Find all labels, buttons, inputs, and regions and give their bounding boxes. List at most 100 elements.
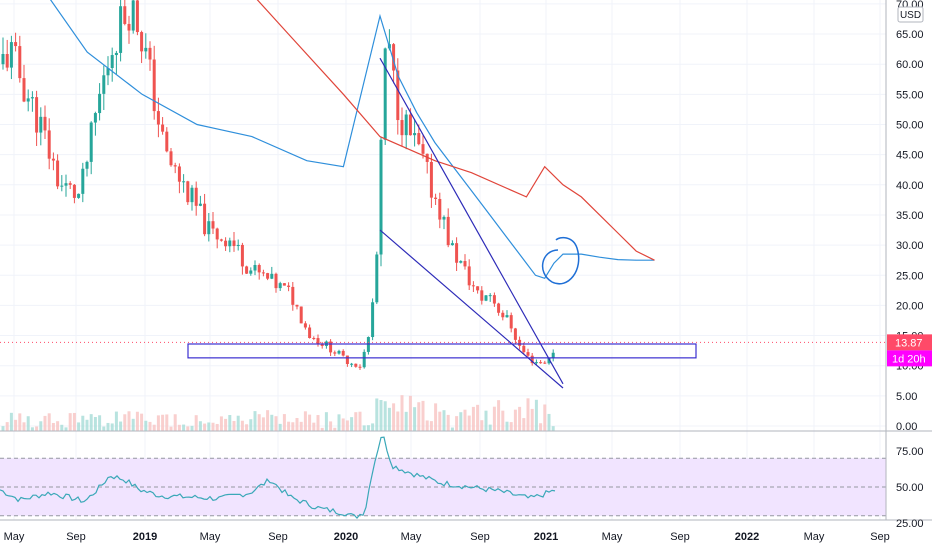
candle-body bbox=[350, 363, 354, 365]
candle-body bbox=[77, 193, 81, 198]
candle-body bbox=[417, 133, 421, 145]
volume-bar bbox=[287, 421, 291, 431]
volume-bar bbox=[316, 415, 320, 431]
volume-bar bbox=[480, 420, 484, 431]
volume-bar bbox=[9, 412, 13, 431]
candle-body bbox=[413, 133, 417, 136]
time-tick-label: Sep bbox=[670, 531, 690, 543]
volume-bar bbox=[282, 414, 286, 431]
volume-bar bbox=[156, 415, 160, 431]
volume-bar bbox=[102, 426, 106, 431]
candle-body bbox=[236, 244, 240, 247]
candle-body bbox=[295, 304, 299, 307]
volume-bar bbox=[501, 410, 505, 431]
volume-bar bbox=[135, 411, 139, 431]
candle-body bbox=[539, 362, 543, 364]
candle-body bbox=[312, 337, 316, 339]
candle-body bbox=[261, 272, 265, 274]
volume-bar bbox=[534, 399, 538, 431]
volume-bar bbox=[114, 411, 118, 431]
volume-bar bbox=[400, 395, 404, 431]
candle-body bbox=[270, 273, 274, 279]
volume-bar bbox=[81, 415, 85, 431]
candle-body bbox=[9, 42, 13, 68]
candle-body bbox=[173, 165, 177, 167]
volume-bar bbox=[396, 411, 400, 431]
volume-bar bbox=[522, 418, 526, 431]
candle-body bbox=[18, 46, 22, 79]
candle-body bbox=[467, 266, 471, 286]
price-tick-label: 25.00 bbox=[896, 270, 924, 282]
candle-body bbox=[47, 130, 51, 159]
candle-body bbox=[51, 158, 55, 161]
candle-body bbox=[429, 161, 433, 198]
candle-body bbox=[450, 243, 454, 246]
volume-bar bbox=[165, 414, 169, 431]
candle-body bbox=[219, 239, 223, 241]
candle-body bbox=[22, 78, 26, 102]
last-price-label: 13.87 bbox=[895, 337, 923, 349]
volume-bar bbox=[35, 426, 39, 431]
candle-body bbox=[35, 97, 39, 133]
volume-bar bbox=[1, 426, 5, 431]
candle-body bbox=[459, 261, 463, 263]
time-tick-label: 2020 bbox=[334, 531, 358, 543]
volume-bar bbox=[518, 406, 522, 431]
volume-bar bbox=[442, 410, 446, 431]
volume-bar bbox=[539, 423, 543, 431]
candle-body bbox=[442, 216, 446, 220]
volume-bar bbox=[26, 416, 30, 431]
volume-bar bbox=[476, 404, 480, 431]
price-tick-label: 0.00 bbox=[896, 421, 917, 433]
candle-body bbox=[169, 151, 173, 166]
candle-body bbox=[337, 350, 341, 354]
moving-averages bbox=[49, 0, 655, 280]
volume-bar bbox=[354, 412, 358, 431]
volume-bar bbox=[375, 398, 379, 431]
price-tick-label: 40.00 bbox=[896, 180, 924, 192]
candle-body bbox=[148, 47, 152, 60]
candle-body bbox=[240, 244, 244, 267]
ma-slow-line bbox=[256, 0, 655, 261]
candle-body bbox=[480, 290, 484, 301]
candle-body bbox=[119, 6, 123, 53]
candle-body bbox=[253, 265, 257, 271]
candle-body bbox=[72, 184, 76, 198]
volume-bar bbox=[492, 406, 496, 431]
candle-body bbox=[488, 295, 492, 297]
candle-body bbox=[446, 216, 450, 246]
volume-bar bbox=[337, 414, 341, 431]
candle-body bbox=[278, 283, 282, 289]
time-tick-label: Sep bbox=[268, 531, 288, 543]
volume-bars bbox=[1, 395, 555, 431]
grid-lines bbox=[0, 0, 886, 520]
candle-body bbox=[266, 273, 270, 279]
candle-body bbox=[85, 161, 89, 169]
candle-body bbox=[140, 32, 144, 52]
candle-body bbox=[165, 131, 169, 152]
candle-body bbox=[56, 160, 60, 187]
volume-bar bbox=[106, 422, 110, 431]
candle-body bbox=[316, 338, 320, 345]
candle-body bbox=[186, 181, 190, 203]
volume-bar bbox=[333, 427, 337, 431]
volume-bar bbox=[18, 413, 22, 431]
volume-bar bbox=[320, 427, 324, 431]
volume-bar bbox=[144, 420, 148, 431]
volume-bar bbox=[366, 425, 370, 431]
candle-body bbox=[333, 352, 337, 354]
volume-bar bbox=[383, 401, 387, 431]
candle-body bbox=[455, 243, 459, 263]
volume-bar bbox=[245, 424, 249, 431]
volume-bar bbox=[509, 422, 513, 431]
volume-bar bbox=[51, 422, 55, 431]
price-tick-label: 70.00 bbox=[896, 0, 924, 11]
time-tick-label: May bbox=[804, 531, 825, 543]
volume-bar bbox=[392, 403, 396, 431]
volume-bar bbox=[324, 412, 328, 431]
volume-bar bbox=[123, 414, 127, 431]
volume-bar bbox=[513, 409, 517, 431]
volume-bar bbox=[299, 421, 303, 431]
volume-bar bbox=[425, 420, 429, 431]
candle-body bbox=[177, 166, 181, 182]
